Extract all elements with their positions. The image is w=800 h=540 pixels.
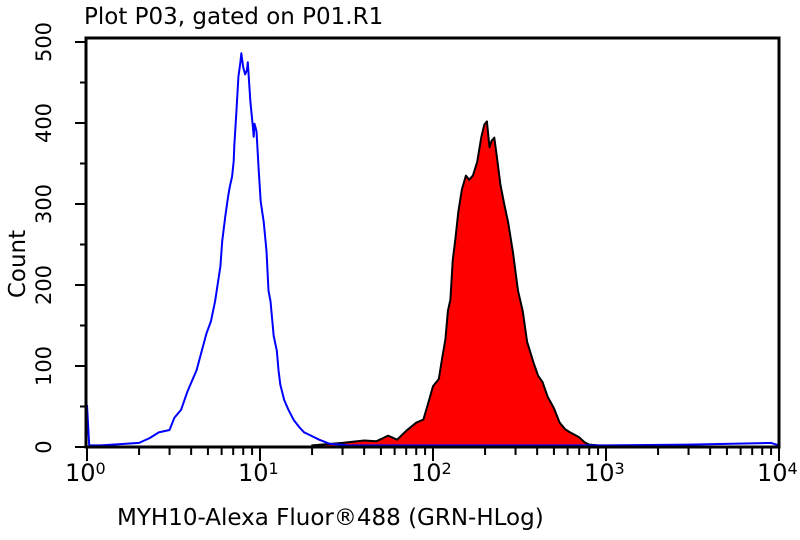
x-tick-label: 103 (584, 459, 625, 487)
series-myh10 (311, 120, 615, 448)
x-tick-label: 100 (65, 459, 106, 487)
x-tick-label: 104 (757, 459, 798, 487)
axes-frame (75, 36, 781, 461)
x-tick-label: 102 (411, 459, 452, 487)
x-axis-label: MYH10-Alexa Fluor®488 (GRN-HLog) (117, 505, 544, 531)
series-isotype-control (86, 52, 780, 447)
x-tick-label: 101 (238, 459, 279, 487)
series-layer (86, 52, 780, 448)
plot-title: Plot P03, gated on P01.R1 (84, 4, 384, 30)
